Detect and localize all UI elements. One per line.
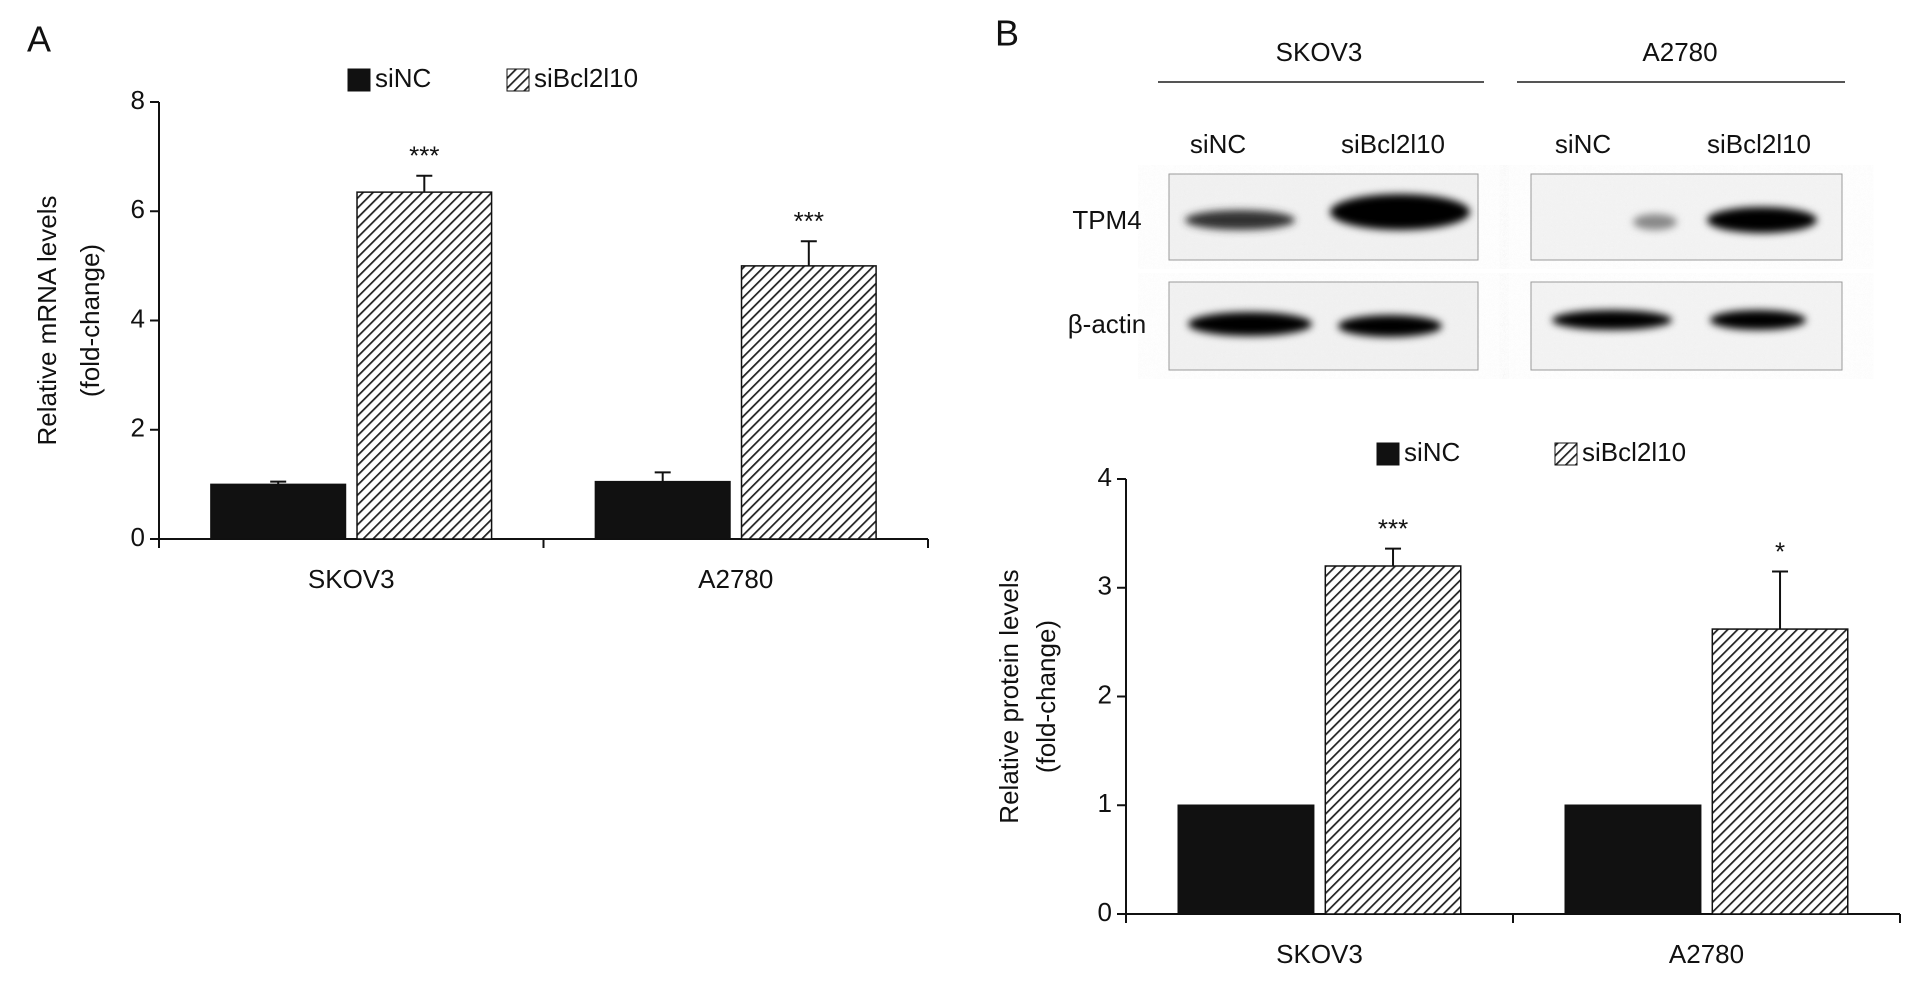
bar xyxy=(1324,565,1462,915)
legend-label: siNC xyxy=(1404,437,1460,467)
panel-label: A xyxy=(27,19,51,60)
blot-image xyxy=(1168,173,1843,371)
significance-label: *** xyxy=(409,141,439,171)
significance-label: *** xyxy=(1378,513,1408,543)
error-bar xyxy=(1385,547,1402,566)
y-tick-label: 8 xyxy=(131,85,145,115)
x-tick-label: SKOV3 xyxy=(308,564,395,594)
x-tick-label: SKOV3 xyxy=(1276,939,1363,969)
significance-label: *** xyxy=(794,206,824,236)
bar xyxy=(594,480,731,540)
blot-group: SKOV3 xyxy=(1276,37,1363,67)
y-tick-label: 3 xyxy=(1098,571,1112,601)
y-tick-label: 4 xyxy=(1098,462,1112,492)
legend-label: siBcl2l10 xyxy=(1582,437,1686,467)
y-tick-label: 1 xyxy=(1098,788,1112,818)
legend-swatch xyxy=(1554,442,1578,466)
y-tick-label: 2 xyxy=(1098,679,1112,709)
bar xyxy=(1177,804,1315,915)
legend-swatch xyxy=(1376,442,1400,466)
x-tick-label: A2780 xyxy=(1669,939,1744,969)
y-tick-label: 6 xyxy=(131,194,145,224)
lane-label: siNC xyxy=(1190,129,1246,159)
y-tick-label: 4 xyxy=(131,303,145,333)
y-axis-label: Relative protein levels xyxy=(994,569,1024,823)
blot-group: A2780 xyxy=(1642,37,1717,67)
error-bar xyxy=(654,471,671,482)
protein-label: β-actin xyxy=(1068,309,1147,339)
error-bar xyxy=(1772,570,1789,630)
western-blot: SKOV3 A2780 siNC siBcl2l10 siNC siBcl2l1… xyxy=(1068,37,1845,371)
y-tick-label: 0 xyxy=(131,522,145,552)
bar xyxy=(356,191,493,540)
error-bar xyxy=(800,240,817,266)
y-tick-label: 0 xyxy=(1098,897,1112,927)
protein-label: TPM4 xyxy=(1072,205,1141,235)
bar xyxy=(210,483,347,540)
y-axis-label: (fold-change) xyxy=(1031,620,1061,773)
x-tick-label: A2780 xyxy=(698,564,773,594)
y-axis-label: Relative mRNA levels xyxy=(32,196,62,446)
bar xyxy=(1564,804,1702,915)
significance-label: * xyxy=(1775,536,1785,566)
legend-swatch xyxy=(347,68,371,92)
lane-label: siBcl2l10 xyxy=(1707,129,1811,159)
bar xyxy=(1711,628,1849,915)
panel-label: B xyxy=(995,13,1019,54)
y-axis-label: (fold-change) xyxy=(75,244,105,397)
bar xyxy=(740,265,877,540)
y-tick-label: 2 xyxy=(131,413,145,443)
legend-label: siNC xyxy=(375,63,431,93)
error-bar xyxy=(416,174,433,193)
lane-label: siBcl2l10 xyxy=(1341,129,1445,159)
error-bar xyxy=(270,480,287,485)
legend-label: siBcl2l10 xyxy=(534,63,638,93)
legend-swatch xyxy=(506,68,530,92)
lane-label: siNC xyxy=(1555,129,1611,159)
